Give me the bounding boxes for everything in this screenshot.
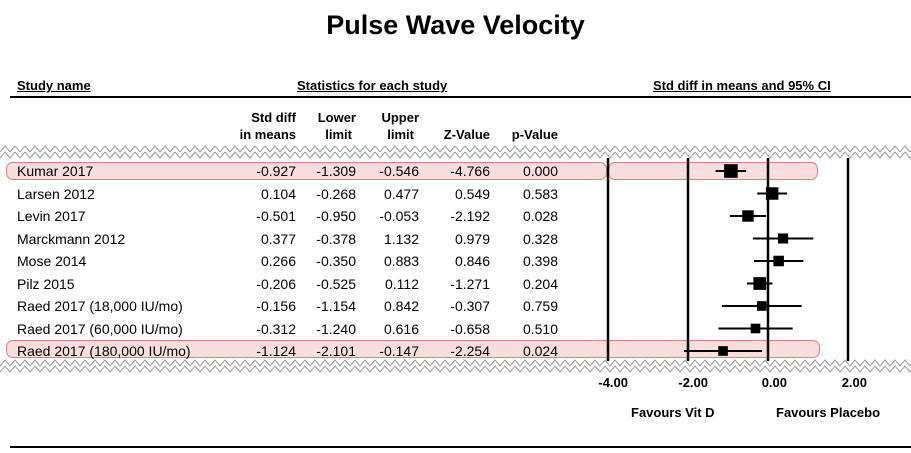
header-lower-1: Lower — [317, 110, 356, 125]
cell-smd-row-8: -0.312 — [256, 320, 296, 337]
effect-marker-row-8 — [750, 323, 761, 334]
favours-right-label: Favours Placebo — [776, 405, 881, 420]
cell-upper-row-2: 0.477 — [383, 185, 419, 202]
cell-lower-row-3: -0.950 — [316, 208, 356, 224]
cell-upper-row-1: -0.546 — [379, 163, 419, 179]
highlight-left-row-1 — [6, 162, 607, 180]
cell-p-row-4: 0.328 — [522, 230, 558, 247]
cell-study-row-4: Marckmann 2012 — [17, 230, 126, 247]
effect-marker-row-9 — [718, 346, 728, 356]
highlight-row-9 — [6, 340, 820, 358]
cell-smd-row-6: -0.206 — [256, 275, 296, 292]
header-study-name: Study name — [17, 78, 91, 93]
cell-study-row-6: Pilz 2015 — [17, 275, 75, 292]
zigzag-cut-top-inner — [0, 151, 911, 159]
cell-lower-row-2: -0.268 — [316, 185, 356, 202]
cell-upper-row-4: 1.132 — [383, 230, 419, 247]
cell-smd-row-5: 0.266 — [260, 253, 296, 269]
cell-p-row-3: 0.028 — [522, 208, 558, 224]
header-lower-2: limit — [325, 127, 352, 142]
cell-lower-row-6: -0.525 — [316, 275, 356, 292]
cell-study-row-5: Mose 2014 — [17, 253, 87, 269]
effect-marker-row-3 — [742, 210, 754, 222]
header-upper-1: Upper — [381, 110, 419, 125]
cell-study-row-2: Larsen 2012 — [17, 185, 95, 202]
effect-marker-row-1 — [724, 164, 738, 178]
cell-p-row-9: 0.024 — [522, 343, 558, 359]
header-rule — [10, 96, 911, 98]
header-forest: Std diff in means and 95% CI — [653, 78, 831, 93]
header-upper-2: limit — [387, 127, 414, 142]
cell-lower-row-5: -0.350 — [316, 253, 356, 269]
cell-upper-row-9: -0.147 — [379, 343, 419, 359]
favours-left-label: Favours Vit D — [631, 405, 715, 420]
header-p-value: p-Value — [511, 127, 558, 142]
effect-marker-row-2 — [765, 187, 779, 200]
cell-study-row-9: Raed 2017 (180,000 IU/mo) — [17, 343, 191, 359]
cell-p-row-5: 0.398 — [522, 253, 558, 269]
effect-marker-row-7 — [756, 301, 767, 311]
cell-z-row-5: 0.846 — [454, 253, 490, 269]
tick-label-0: 0.00 — [761, 375, 787, 390]
cell-study-row-8: Raed 2017 (60,000 IU/mo) — [17, 320, 183, 337]
cell-upper-row-7: 0.842 — [383, 298, 419, 314]
cell-lower-row-9: -2.101 — [316, 343, 356, 359]
effect-marker-row-5 — [773, 255, 784, 267]
chart-title: Pulse Wave Velocity — [326, 10, 585, 40]
cell-lower-row-1: -1.309 — [316, 163, 356, 179]
header-std-diff-1: Std diff — [251, 110, 296, 125]
effect-marker-row-6 — [753, 277, 767, 290]
cell-smd-row-7: -0.156 — [256, 298, 296, 314]
cell-study-row-3: Levin 2017 — [17, 208, 86, 224]
cell-lower-row-4: -0.378 — [316, 230, 356, 247]
cell-p-row-6: 0.204 — [522, 275, 558, 292]
cell-study-row-1: Kumar 2017 — [17, 163, 94, 179]
cell-upper-row-3: -0.053 — [379, 208, 419, 224]
cell-upper-row-8: 0.616 — [383, 320, 419, 337]
cell-z-row-1: -4.766 — [450, 163, 490, 179]
cell-p-row-2: 0.583 — [522, 185, 558, 202]
cell-z-row-4: 0.979 — [454, 230, 490, 247]
cell-z-row-2: 0.549 — [454, 185, 490, 202]
tick-label-neg4: -4.00 — [598, 375, 628, 390]
cell-upper-row-5: 0.883 — [383, 253, 419, 269]
header-statistics: Statistics for each study — [297, 78, 448, 93]
cell-p-row-7: 0.759 — [522, 298, 558, 314]
cell-p-row-1: 0.000 — [522, 163, 558, 179]
zigzag-cut-bottom — [0, 359, 911, 367]
tick-label-neg2: -2.00 — [678, 375, 708, 390]
cell-smd-row-3: -0.501 — [256, 208, 296, 224]
cell-z-row-3: -2.192 — [450, 208, 490, 224]
cell-smd-row-1: -0.927 — [256, 163, 296, 179]
cell-smd-row-2: 0.104 — [260, 185, 296, 202]
header-std-diff-2: in means — [239, 127, 296, 142]
tick-label-2: 2.00 — [841, 375, 867, 390]
cell-z-row-7: -0.307 — [450, 298, 490, 314]
cell-smd-row-4: 0.377 — [260, 230, 296, 247]
zigzag-cut-bottom-inner — [0, 365, 911, 373]
cell-z-row-9: -2.254 — [450, 343, 490, 359]
cell-smd-row-9: -1.124 — [256, 343, 296, 359]
zigzag-cut-top — [0, 145, 911, 153]
cell-study-row-7: Raed 2017 (18,000 IU/mo) — [17, 298, 183, 314]
bottom-rule — [10, 446, 911, 448]
cell-z-row-8: -0.658 — [450, 320, 490, 337]
effect-marker-row-4 — [778, 233, 789, 244]
cell-lower-row-7: -1.154 — [316, 298, 356, 314]
cell-z-row-6: -1.271 — [450, 275, 490, 292]
cell-lower-row-8: -1.240 — [316, 320, 356, 337]
cell-p-row-8: 0.510 — [522, 320, 558, 337]
cell-upper-row-6: 0.112 — [385, 275, 419, 292]
header-z-value: Z-Value — [443, 127, 490, 142]
